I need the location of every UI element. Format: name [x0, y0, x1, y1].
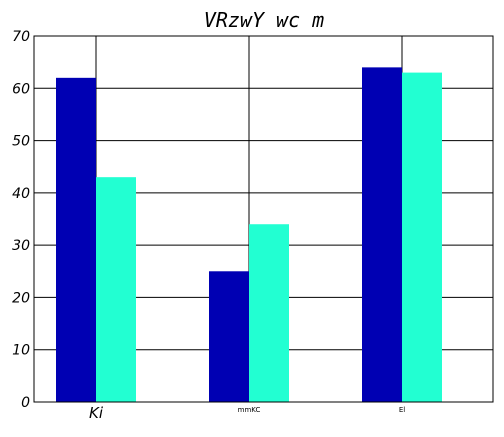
x-tick-label: Ki [89, 404, 104, 422]
x-tick-label: mmKC [238, 406, 261, 414]
x-tick-label: El [399, 406, 405, 414]
y-tick-label: 40 [12, 186, 30, 202]
y-axis: 0 10 20 30 40 50 60 70 [12, 29, 30, 411]
bar-series1-El [362, 67, 402, 402]
y-tick-label: 0 [21, 395, 30, 411]
y-tick-label: 50 [12, 134, 30, 150]
y-tick-label: 20 [12, 290, 30, 306]
y-tick-label: 30 [12, 238, 30, 254]
bar-series1-mmKC [209, 271, 249, 402]
bar-series2-El [402, 72, 442, 402]
bar-series2-Ki [96, 177, 136, 402]
chart-title: VRzwY wc m [204, 8, 324, 32]
y-tick-label: 60 [12, 81, 30, 97]
x-axis: Ki mmKC El [89, 404, 405, 422]
bar-series2-mmKC [249, 224, 289, 402]
y-tick-label: 70 [12, 29, 30, 45]
bars [56, 67, 442, 402]
bar-series1-Ki [56, 77, 96, 402]
y-tick-label: 10 [12, 343, 30, 359]
plot-frame [33, 35, 494, 403]
